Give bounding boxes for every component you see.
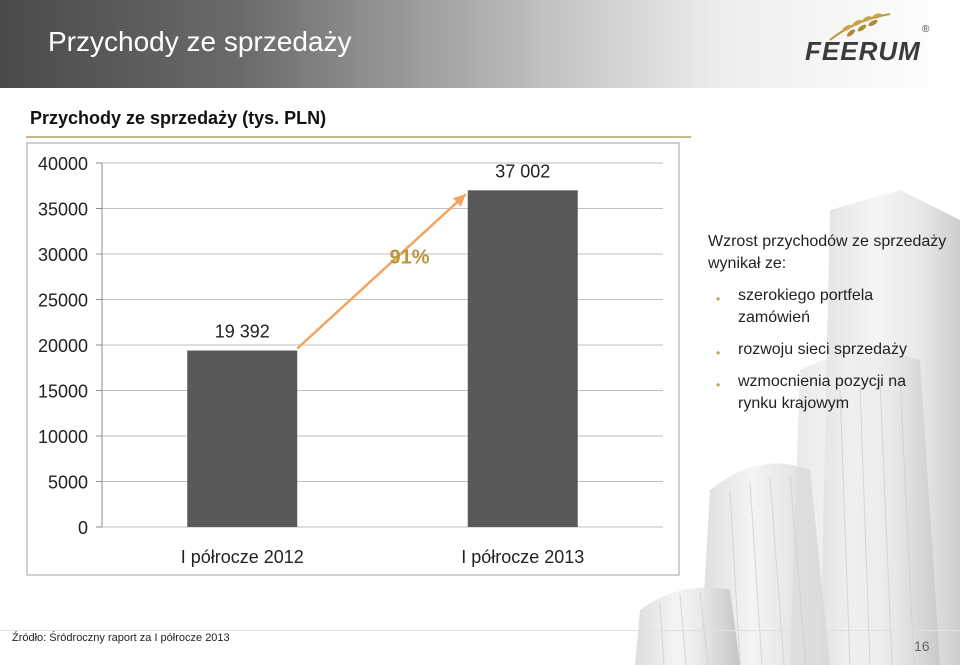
footer-divider <box>0 630 960 631</box>
bullet-text: szerokiego portfela zamówień <box>738 287 874 326</box>
commentary-intro: Wzrost przychodów ze sprzedaży wynikał z… <box>708 233 947 272</box>
y-tick-label: 25000 <box>38 291 88 311</box>
header-band: Przychody ze sprzedaży FEERUM ® <box>0 0 960 88</box>
silo-background-image <box>635 190 960 665</box>
list-item: • wzmocnienia pozycji na rynku krajowym <box>708 371 948 415</box>
title-underline <box>26 136 691 138</box>
logo-text: FEERUM <box>805 36 921 66</box>
bullet-text: wzmocnienia pozycji na rynku krajowym <box>738 373 907 412</box>
registered-mark: ® <box>922 24 930 35</box>
list-item: • szerokiego portfela zamówień <box>708 285 948 329</box>
growth-arrow <box>296 193 467 350</box>
commentary-panel: Wzrost przychodów ze sprzedaży wynikał z… <box>708 231 948 425</box>
bar <box>467 190 578 527</box>
page-number: 16 <box>914 638 930 654</box>
wheat-icon <box>829 13 891 41</box>
x-tick-label: I półrocze 2012 <box>181 547 304 567</box>
y-tick-label: 35000 <box>38 200 88 220</box>
slide-title: Przychody ze sprzedaży <box>48 26 352 57</box>
bullet-icon: • <box>716 378 721 392</box>
y-tick-label: 40000 <box>38 154 88 174</box>
list-item: • rozwoju sieci sprzedaży <box>708 339 948 361</box>
bullet-text: rozwoju sieci sprzedaży <box>738 341 907 358</box>
data-label: 37 002 <box>495 161 550 181</box>
y-tick-label: 30000 <box>38 245 88 265</box>
bullet-icon: • <box>716 292 721 306</box>
x-tick-label: I półrocze 2013 <box>461 547 584 567</box>
y-tick-label: 10000 <box>38 427 88 447</box>
arrow-head <box>452 194 466 207</box>
plot-frame <box>26 142 680 576</box>
growth-annotation: 91% <box>390 246 430 268</box>
y-tick-label: 15000 <box>38 382 88 402</box>
bullet-icon: • <box>716 346 721 360</box>
y-tick-label: 5000 <box>48 473 88 493</box>
company-logo: FEERUM ® <box>805 10 940 72</box>
chart-title: Przychody ze sprzedaży (tys. PLN) <box>30 108 327 128</box>
y-tick-label: 20000 <box>38 336 88 356</box>
bar <box>187 350 298 527</box>
revenue-bar-chart: 0 5000 10000 15000 20000 25000 30000 35000 40000… <box>26 142 680 576</box>
commentary-list: • szerokiego portfela zamówień • rozwoju s… <box>708 285 948 415</box>
source-note: Źródło: Śródroczny raport za I półrocze … <box>12 632 230 644</box>
y-tick-label: 0 <box>78 518 88 538</box>
data-label: 19 392 <box>215 322 270 342</box>
